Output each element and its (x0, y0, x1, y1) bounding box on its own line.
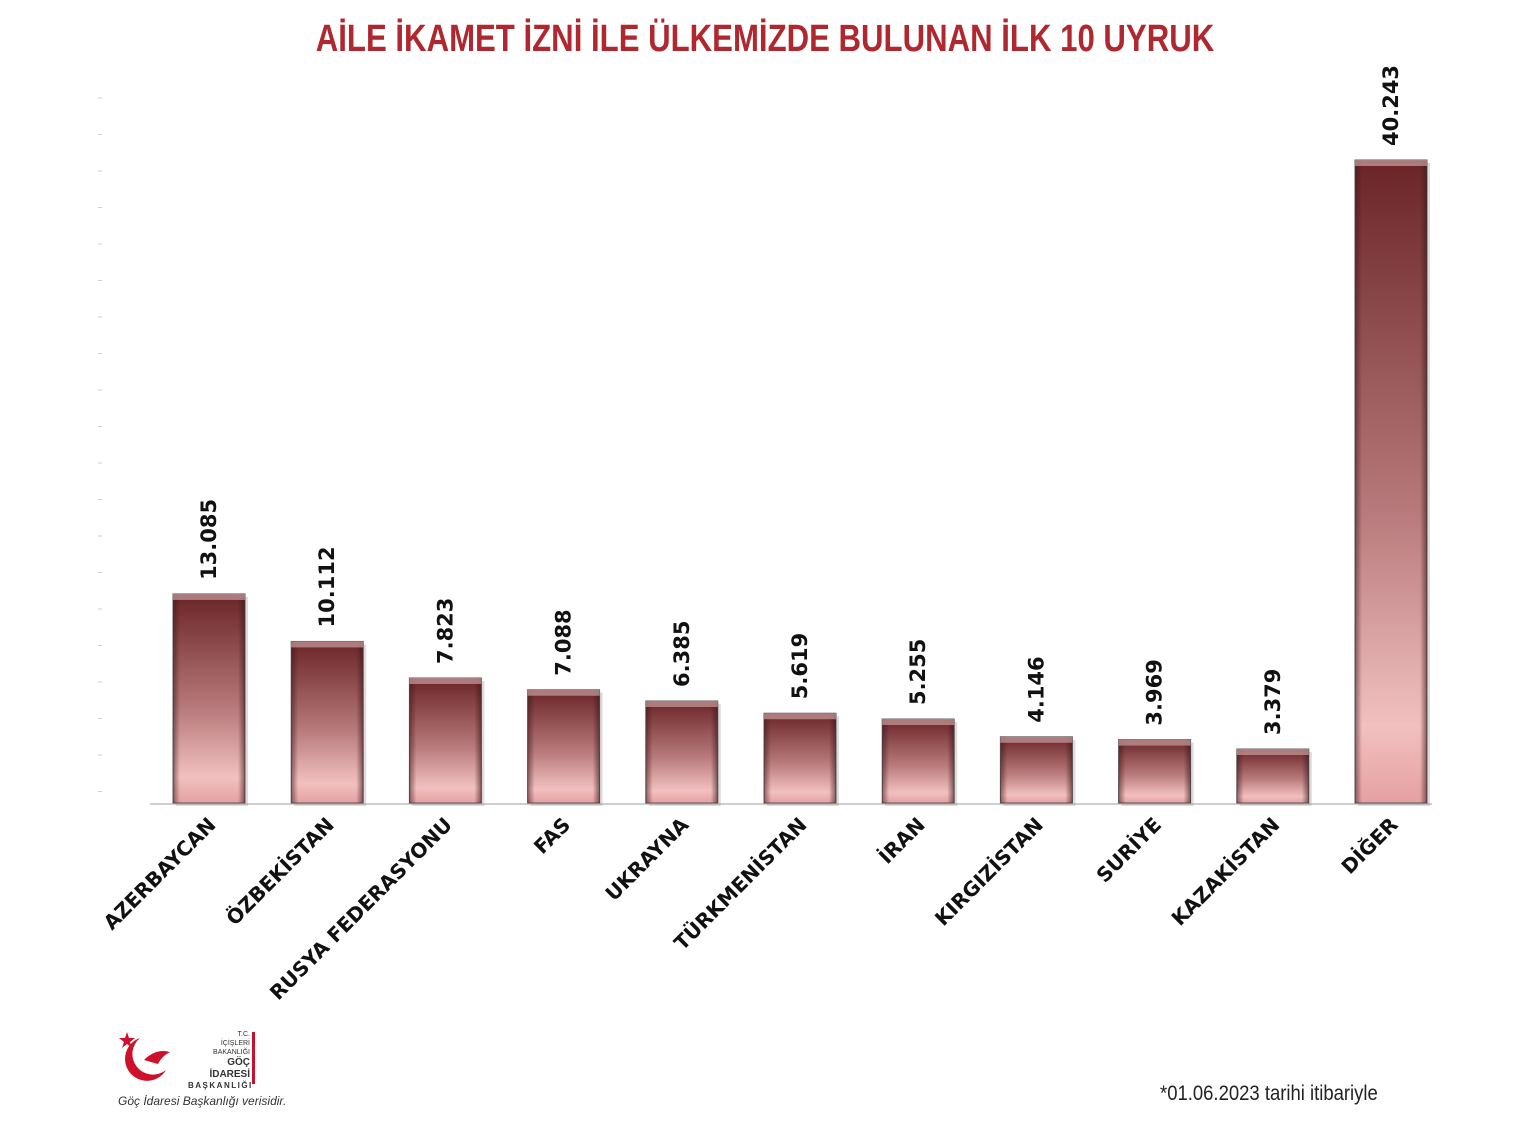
source-note: Göç İdaresi Başkanlığı verisidir. (118, 1094, 287, 1108)
bar-bevel-top (1118, 739, 1191, 746)
chart-title: AİLE İKAMET İZNİ İLE ÜLKEMİZDE BULUNAN İ… (315, 18, 1215, 60)
bar-value-label: 6.385 (670, 621, 694, 687)
bar-value-label: 7.823 (433, 598, 457, 664)
category-label: UKRAYNA (600, 812, 693, 905)
bar-bevel-top (882, 719, 955, 726)
bar-bevel-top (1355, 160, 1427, 166)
bar (999, 736, 1073, 804)
bar (763, 712, 837, 804)
bar-bevel-top (1000, 736, 1073, 743)
bar (1118, 739, 1192, 804)
bar-bevel-left (291, 641, 299, 803)
bar-value-label: 10.112 (315, 546, 339, 627)
bar-value-label: 3.379 (1261, 669, 1285, 735)
bar-group: 40.243 DİĞER (1336, 65, 1430, 879)
bar-bevel-top (1236, 749, 1309, 756)
bar-group: 13.085 AZERBAYCAN (99, 499, 248, 935)
category-label: TÜRKMENİSTAN (669, 813, 811, 955)
category-label: ÖZBEKİSTAN (221, 813, 338, 930)
bar-value-label: 40.243 (1379, 65, 1403, 146)
bar-bevel-top (291, 641, 364, 648)
category-label: AZERBAYCAN (99, 813, 221, 935)
logo-name: GÖÇ İDARESİ (209, 1057, 250, 1080)
bar-bevel-left (1118, 739, 1126, 803)
bar-bevel-right (829, 713, 836, 803)
category-label: DİĞER (1336, 813, 1402, 879)
bar-bevel-right (1183, 739, 1191, 803)
bar-bevel-right (474, 678, 482, 803)
category-label: KAZAKİSTAN (1167, 813, 1285, 931)
bar-bevel-left (645, 700, 653, 803)
bar-chart: 13.085AZERBAYCAN10.112ÖZBEKİSTAN7.823RUS… (98, 65, 1432, 1005)
bar-bevel-right (356, 641, 364, 803)
bar-bevel-left (527, 689, 535, 803)
bar-bevel-left (173, 593, 180, 803)
category-label: FAS (529, 813, 575, 859)
bar (290, 640, 364, 804)
category-label: KIRGIZİSTAN (930, 813, 1048, 931)
logo-tc: T.C. (237, 1031, 250, 1038)
bar-value-label: 4.146 (1024, 656, 1048, 722)
bar (408, 677, 482, 804)
crescent-star-icon (119, 1032, 170, 1081)
bar-bevel-top (527, 689, 600, 696)
bar-bevel-top (764, 713, 836, 720)
bar-bevel-top (645, 700, 718, 707)
logo-divider (252, 1032, 255, 1084)
bar-bevel-left (1236, 749, 1244, 803)
bar-bevel-right (1301, 749, 1309, 803)
bar (1236, 748, 1310, 804)
bar-bevel-right (947, 719, 955, 803)
y-axis-ticks (98, 97, 102, 792)
bar-bevel-top (173, 593, 245, 600)
bar-bevel-right (238, 593, 245, 803)
bar (881, 718, 955, 804)
bar-bevel-left (764, 713, 771, 803)
bar-bevel-left (1355, 160, 1362, 803)
goc-idaresi-logo: T.C. İÇİŞLERİ BAKANLIĞI GÖÇ İDARESİ BAŞK… (118, 1030, 278, 1090)
bar-group: 5.255 İRAN (874, 639, 958, 869)
logo-name2: BAŞKANLIĞI (188, 1081, 253, 1090)
bar-group: 7.088 FAS (527, 609, 603, 859)
bar-bevel-right (592, 689, 600, 803)
bar-bevel-right (1065, 736, 1073, 803)
bar (172, 593, 246, 804)
bar (1354, 159, 1428, 804)
bar-bevel-top (409, 678, 482, 685)
bar-bevel-right (710, 700, 718, 803)
bar-bevel-left (1000, 736, 1008, 803)
bar-bevel-right (1420, 160, 1427, 803)
category-label: SURİYE (1091, 813, 1166, 888)
bar (527, 689, 601, 804)
bar-group: 3.969 SURİYE (1091, 659, 1194, 888)
logo-ministry: İÇİŞLERİ BAKANLIĞI (213, 1040, 250, 1056)
bar-value-label: 5.255 (906, 639, 930, 705)
bar-bevel-left (882, 719, 890, 803)
date-note: *01.06.2023 tarihi itibariyle (1160, 1082, 1378, 1105)
bar-group: 6.385 UKRAYNA (600, 621, 721, 905)
bar (645, 700, 719, 804)
bar-value-label: 5.619 (788, 633, 812, 699)
category-label: İRAN (874, 813, 930, 869)
bar-value-label: 13.085 (197, 499, 221, 580)
bar-bevel-left (409, 678, 417, 803)
bar-value-label: 3.969 (1143, 659, 1167, 725)
bar-value-label: 7.088 (552, 609, 576, 675)
